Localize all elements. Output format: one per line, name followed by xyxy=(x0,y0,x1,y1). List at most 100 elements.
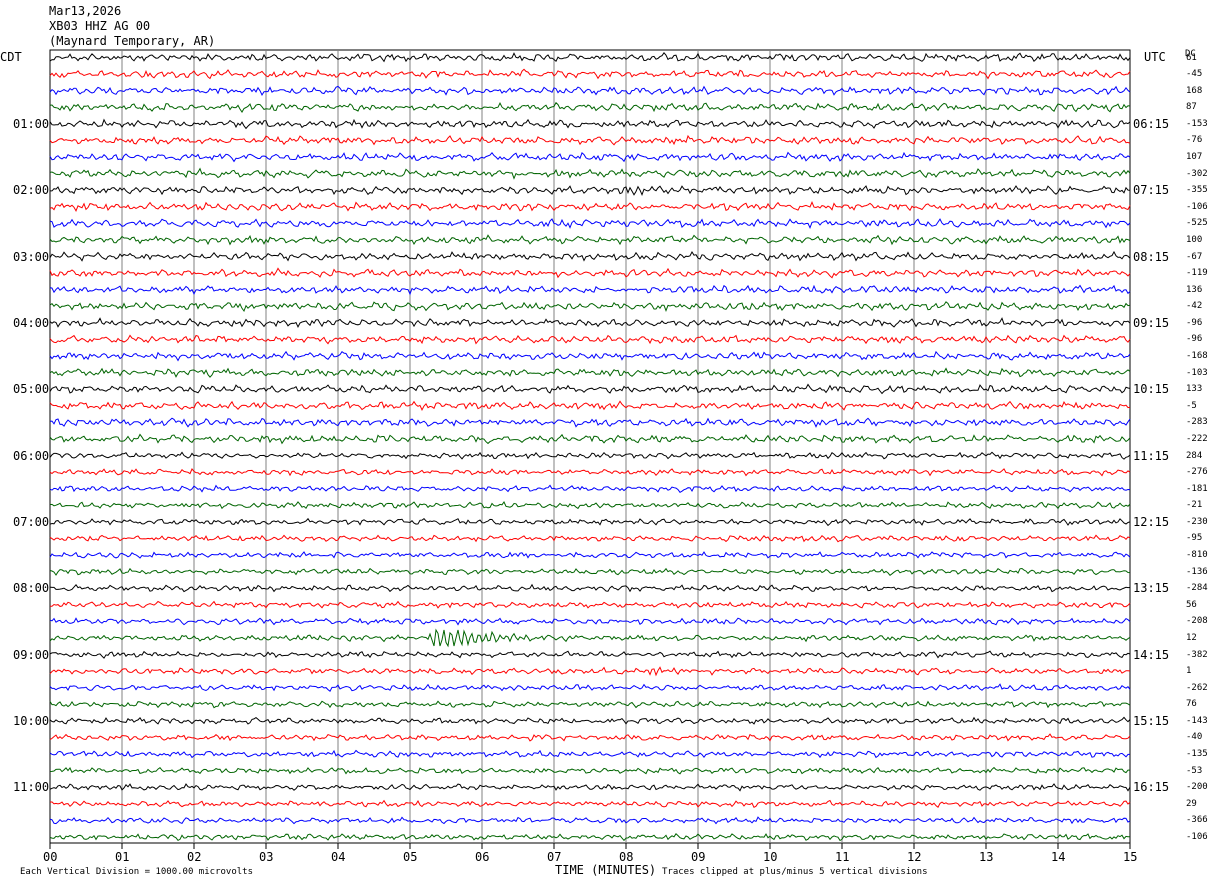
dc-offset-value: -200 xyxy=(1186,782,1208,793)
dc-offset-value: 12 xyxy=(1186,632,1197,643)
right-hour-label: 06:15 xyxy=(1133,116,1170,131)
dc-offset-value: 87 xyxy=(1186,102,1197,113)
seismic-trace xyxy=(49,567,1131,576)
right-hour-label: 15:15 xyxy=(1133,713,1170,728)
dc-offset-value: -525 xyxy=(1186,218,1208,229)
x-tick-label: 00 xyxy=(43,850,58,864)
right-hour-label: 08:15 xyxy=(1133,249,1170,264)
seismic-trace xyxy=(49,517,1131,527)
seismic-trace xyxy=(49,628,1131,648)
seismic-trace xyxy=(49,234,1131,246)
dc-offset-value: -53 xyxy=(1186,765,1203,776)
x-tick-label: 09 xyxy=(691,850,706,864)
x-tick-label: 06 xyxy=(475,850,490,864)
x-tick-label: 13 xyxy=(979,850,994,864)
seismic-trace xyxy=(49,617,1131,626)
right-hour-label: 11:15 xyxy=(1133,448,1170,463)
dc-offset-value: -40 xyxy=(1186,732,1203,743)
left-hour-label: 11:00 xyxy=(13,780,50,795)
dc-offset-value: -276 xyxy=(1186,467,1208,478)
right-hour-label: 12:15 xyxy=(1133,514,1170,529)
left-hour-label: 08:00 xyxy=(13,581,50,596)
seismic-trace xyxy=(49,201,1131,212)
seismic-trace xyxy=(49,417,1131,428)
dc-offset-value: 107 xyxy=(1186,152,1203,162)
dc-offset-value: -222 xyxy=(1186,433,1208,444)
right-hour-label: 16:15 xyxy=(1133,780,1170,795)
x-tick-label: 14 xyxy=(1051,850,1066,864)
seismic-trace xyxy=(49,250,1131,262)
seismic-trace xyxy=(49,118,1131,130)
seismic-trace xyxy=(49,334,1131,345)
seismic-trace xyxy=(49,783,1131,792)
left-hour-label: 07:00 xyxy=(13,514,50,529)
seismic-trace xyxy=(49,833,1131,842)
dc-offset-value: -143 xyxy=(1186,715,1208,726)
dc-offset-value: 133 xyxy=(1186,384,1203,395)
dc-offset-value: -106 xyxy=(1186,832,1208,842)
seismic-trace xyxy=(49,534,1131,543)
seismic-trace xyxy=(49,400,1131,412)
seismic-trace xyxy=(49,551,1131,559)
seismic-trace xyxy=(50,185,1131,197)
header-location: (Maynard Temporary, AR) xyxy=(49,34,216,48)
seismic-trace xyxy=(49,151,1131,163)
seismic-trace xyxy=(49,51,1131,63)
dc-offset-value: 76 xyxy=(1186,699,1197,710)
plot-frame xyxy=(49,49,1131,844)
dc-offset-value: -230 xyxy=(1186,516,1208,527)
x-tick-label: 01 xyxy=(115,850,130,864)
left-hour-label: 02:00 xyxy=(13,183,50,198)
dc-offset-value: -283 xyxy=(1186,417,1208,428)
dc-offset-value: -136 xyxy=(1186,566,1208,577)
dc-offset-value: -76 xyxy=(1186,135,1203,146)
right-hour-label: 10:15 xyxy=(1133,382,1170,397)
x-axis-label: TIME (MINUTES) xyxy=(555,863,657,877)
left-hour-label: 01:00 xyxy=(13,116,50,131)
seismic-trace xyxy=(49,749,1130,759)
x-tick-label: 02 xyxy=(187,850,202,864)
dc-offset-value: -302 xyxy=(1186,168,1208,179)
right-hour-label: 07:15 xyxy=(1133,183,1170,198)
dc-offset-value: -382 xyxy=(1186,649,1208,660)
header-date: Mar13,2026 xyxy=(49,4,122,18)
seismic-trace xyxy=(49,501,1131,510)
dc-offset-value: -366 xyxy=(1186,815,1208,826)
right-timezone-label: UTC xyxy=(1144,50,1166,64)
seismic-trace xyxy=(49,433,1131,445)
seismic-trace xyxy=(49,85,1131,96)
left-hour-label: 06:00 xyxy=(13,448,50,463)
minute-grid xyxy=(49,49,1131,849)
seismic-trace xyxy=(49,367,1131,378)
seismic-trace xyxy=(49,68,1131,80)
x-tick-label: 12 xyxy=(907,850,922,864)
seismic-trace xyxy=(49,583,1131,593)
dc-offset-value: -153 xyxy=(1186,118,1208,129)
x-tick-label: 10 xyxy=(763,850,778,864)
dc-offset-value: -21 xyxy=(1186,500,1203,511)
dc-offset-value: -181 xyxy=(1186,483,1208,494)
dc-offset-value: -810 xyxy=(1186,550,1208,561)
left-hour-label: 05:00 xyxy=(13,382,50,397)
seismic-trace xyxy=(49,134,1131,146)
left-hour-label: 04:00 xyxy=(13,315,50,330)
dc-offset-value: -168 xyxy=(1186,351,1208,362)
seismic-trace xyxy=(50,600,1131,609)
right-hour-label: 09:15 xyxy=(1133,315,1170,330)
dc-offset-value: -103 xyxy=(1186,367,1208,378)
dc-offset-value: -67 xyxy=(1186,251,1203,262)
seismic-trace xyxy=(49,101,1131,113)
seismic-trace xyxy=(49,218,1131,229)
seismic-trace xyxy=(49,799,1131,808)
left-hour-label: 03:00 xyxy=(13,249,50,264)
seismic-trace xyxy=(49,468,1131,477)
seismic-trace xyxy=(49,733,1131,742)
dc-offset-value: -42 xyxy=(1186,301,1203,312)
seismic-trace xyxy=(49,383,1131,395)
dc-offset-value: -135 xyxy=(1186,749,1208,760)
dc-offset-value: 29 xyxy=(1186,798,1197,809)
dc-offset-value: 168 xyxy=(1186,85,1203,96)
right-hour-label: 13:15 xyxy=(1133,581,1170,596)
scale-note: Each Vertical Division = 1000.00 microvo… xyxy=(20,867,253,877)
seismic-trace xyxy=(49,167,1131,180)
